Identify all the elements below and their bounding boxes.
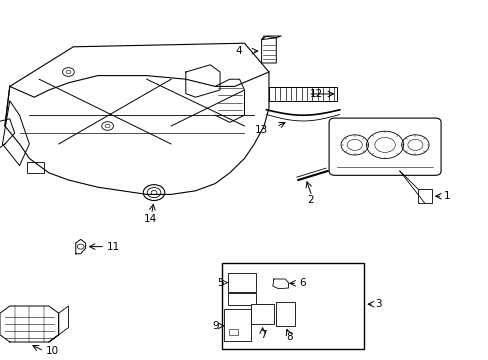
Text: 5: 5 — [217, 278, 224, 288]
Bar — [222, 263, 364, 349]
Text: 2: 2 — [306, 195, 313, 205]
Bar — [228, 329, 237, 335]
Text: 14: 14 — [144, 213, 157, 224]
Text: 11: 11 — [106, 242, 120, 252]
FancyBboxPatch shape — [227, 293, 255, 305]
Bar — [417, 189, 431, 203]
Text: 4: 4 — [235, 46, 242, 56]
FancyBboxPatch shape — [251, 304, 274, 324]
Text: 9: 9 — [211, 321, 218, 331]
FancyBboxPatch shape — [227, 273, 255, 292]
FancyBboxPatch shape — [328, 118, 440, 175]
Text: 10: 10 — [45, 346, 59, 356]
Bar — [27, 162, 44, 173]
Text: 7: 7 — [260, 330, 266, 340]
Bar — [268, 87, 337, 101]
Text: 12: 12 — [309, 89, 322, 99]
Text: 6: 6 — [298, 278, 305, 288]
Text: 8: 8 — [285, 332, 292, 342]
Text: 1: 1 — [443, 191, 450, 201]
Text: 3: 3 — [375, 299, 382, 309]
FancyBboxPatch shape — [275, 302, 295, 326]
FancyBboxPatch shape — [224, 309, 250, 341]
Text: 13: 13 — [254, 125, 267, 135]
